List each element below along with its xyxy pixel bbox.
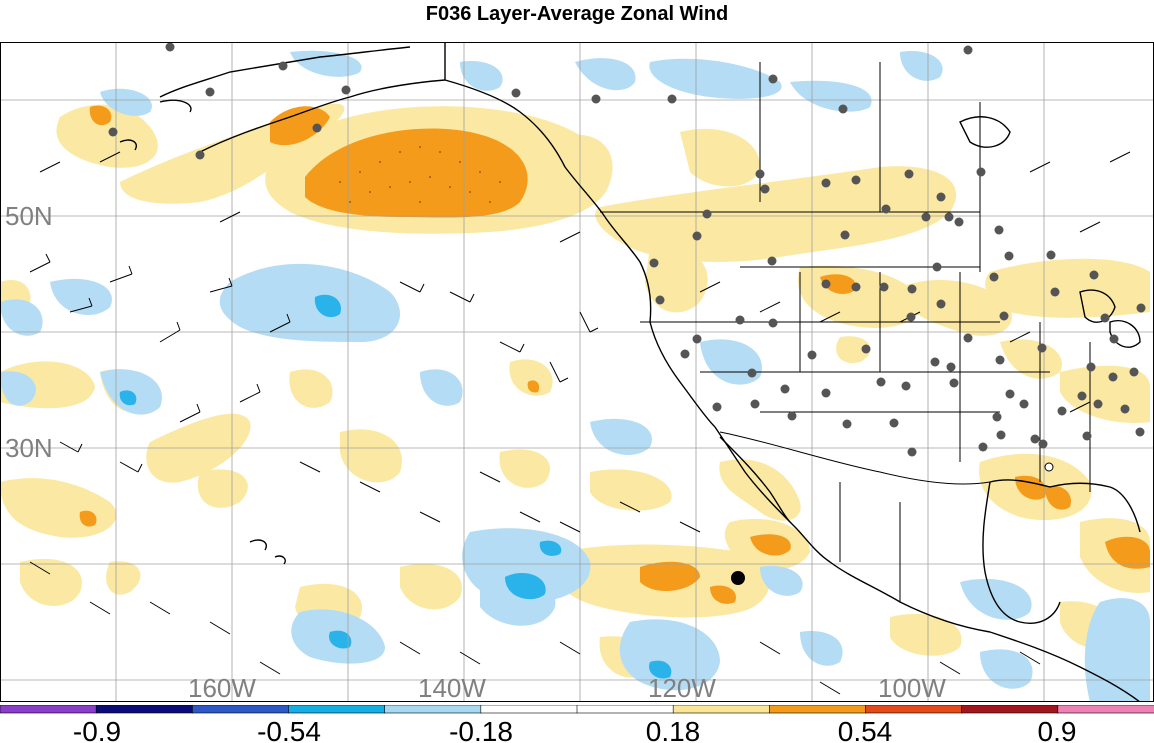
lat-label-50n: 50N — [5, 201, 53, 231]
lat-label-30n: 30N — [5, 433, 53, 463]
colorbar-labels: -0.9 -0.54 -0.18 0.18 0.54 0.9 — [73, 716, 1077, 743]
station-markers — [108, 42, 1146, 457]
colorbar-swatch — [1057, 705, 1154, 714]
lon-label-140w: 140W — [418, 673, 486, 702]
colorbar-tick-label: 0.9 — [1038, 716, 1077, 743]
stipple-layer — [339, 146, 501, 203]
colorbar-swatch — [576, 705, 674, 714]
colorbar-swatch — [769, 705, 867, 714]
colorbar-tick-label: -0.9 — [73, 716, 121, 743]
colorbar-tick-label: -0.54 — [257, 716, 321, 743]
colorbar-tick-label: -0.18 — [449, 716, 513, 743]
colorbar-swatch — [865, 705, 963, 714]
map-title: F036 Layer-Average Zonal Wind — [425, 3, 729, 25]
colorbar-tick-label: 0.18 — [646, 716, 701, 743]
lon-label-120w: 120W — [648, 673, 716, 702]
colorbar-tick-label: 0.54 — [838, 716, 893, 743]
open-marker — [1044, 462, 1054, 472]
colorbar-swatch — [288, 705, 386, 714]
zonal-wind-map: 50N 30N 160W 140W 120W 100W — [0, 42, 1154, 702]
lon-label-160w: 160W — [188, 673, 256, 702]
colorbar-swatch — [192, 705, 290, 714]
colorbar-swatch — [95, 705, 194, 714]
colorbar-swatches — [0, 705, 1154, 714]
highlight-marker — [731, 571, 745, 585]
colorbar-swatch — [480, 705, 578, 714]
colorbar: -0.9 -0.54 -0.18 0.18 0.54 0.9 — [0, 705, 1154, 743]
colorbar-swatch — [384, 705, 482, 714]
wind-barbs — [29, 151, 1131, 695]
colorbar-swatch — [672, 705, 771, 714]
colorbar-swatch — [961, 705, 1059, 714]
lon-label-100w: 100W — [878, 673, 946, 702]
colorbar-swatch — [0, 705, 97, 714]
